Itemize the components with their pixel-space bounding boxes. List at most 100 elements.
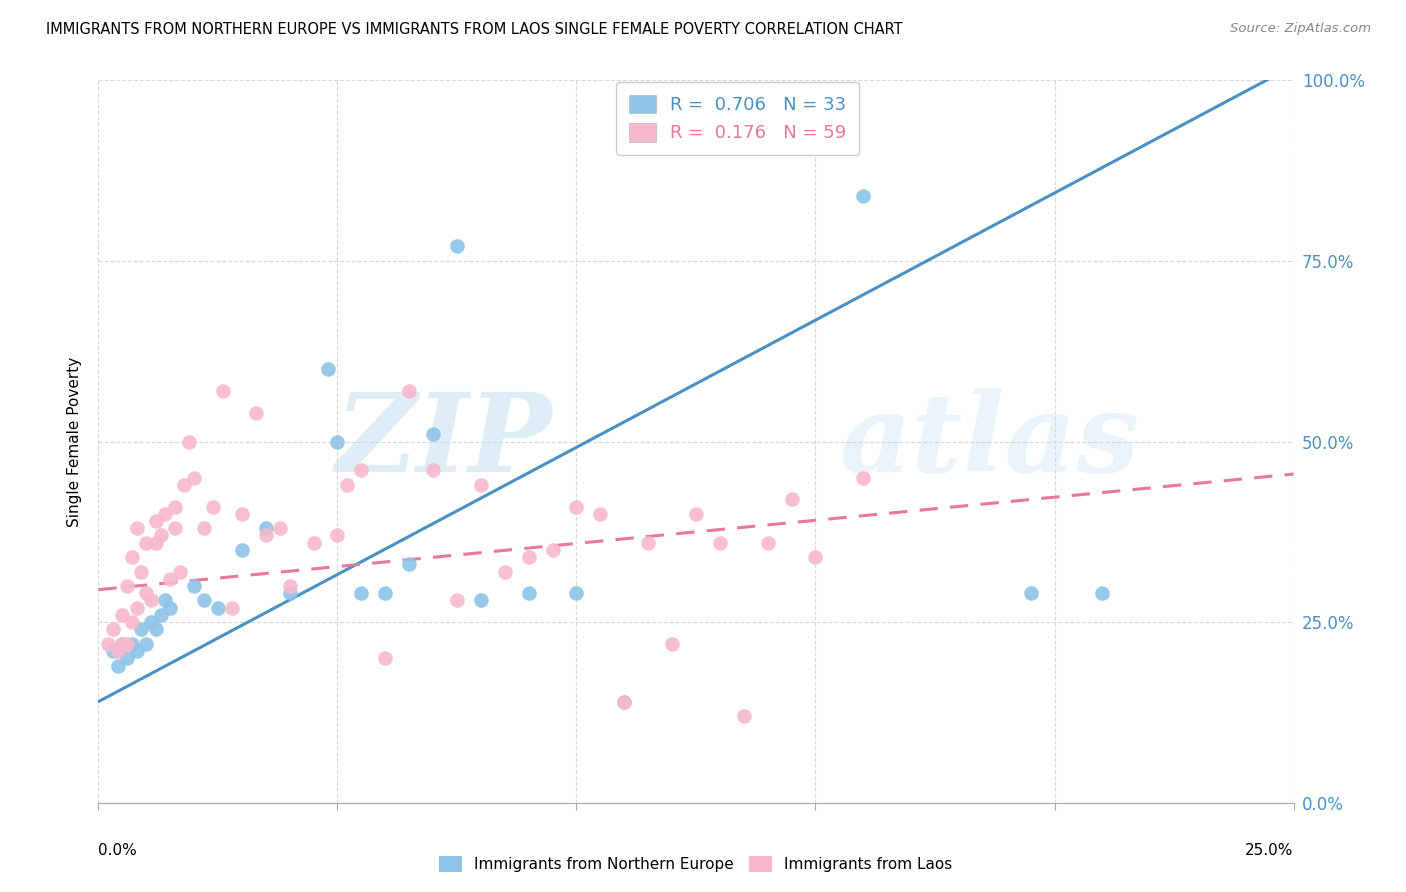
Point (125, 644, 148, 658)
Point (145, 514, 167, 528)
Point (131, 565, 153, 579)
Point (446, 239, 468, 253)
Point (101, 644, 124, 658)
Point (374, 586, 396, 600)
Point (97, 637, 120, 651)
Point (101, 623, 124, 637)
Point (852, 470, 875, 484)
Point (145, 623, 167, 637)
Point (517, 586, 540, 600)
Text: IMMIGRANTS FROM NORTHERN EUROPE VS IMMIGRANTS FROM LAOS SINGLE FEMALE POVERTY CO: IMMIGRANTS FROM NORTHERN EUROPE VS IMMIG… (46, 22, 903, 37)
Point (316, 362, 339, 376)
Point (231, 507, 253, 521)
Point (350, 463, 373, 477)
Point (135, 637, 157, 651)
Point (254, 521, 277, 535)
Point (804, 550, 827, 565)
Point (121, 637, 143, 651)
Point (135, 586, 157, 600)
Point (245, 406, 267, 420)
Point (179, 434, 201, 449)
Point (121, 550, 143, 565)
Point (613, 695, 636, 709)
Point (398, 384, 420, 398)
Point (149, 607, 172, 622)
Point (269, 521, 291, 535)
Point (159, 572, 181, 586)
Text: Source: ZipAtlas.com: Source: ZipAtlas.com (1230, 22, 1371, 36)
Point (637, 535, 659, 549)
Point (1091, 586, 1114, 600)
Point (565, 500, 588, 514)
Point (780, 492, 803, 507)
Point (111, 607, 134, 622)
Point (193, 521, 215, 535)
Point (125, 600, 148, 615)
Point (221, 600, 243, 615)
Text: ZIP: ZIP (336, 388, 553, 495)
Point (613, 695, 636, 709)
Point (254, 528, 277, 542)
Text: atlas: atlas (839, 388, 1140, 495)
Point (202, 500, 225, 514)
Point (183, 470, 205, 484)
Point (685, 507, 707, 521)
Point (709, 535, 731, 549)
Point (302, 535, 325, 549)
Point (733, 709, 755, 723)
Point (446, 593, 468, 607)
Point (231, 542, 253, 557)
Point (211, 384, 233, 398)
Point (398, 558, 420, 572)
Point (470, 593, 492, 607)
Point (589, 507, 612, 521)
Point (159, 600, 181, 615)
Point (155, 593, 177, 607)
Point (139, 593, 162, 607)
Point (565, 586, 588, 600)
Point (163, 521, 186, 535)
Point (756, 535, 779, 549)
Point (374, 651, 396, 665)
Point (661, 637, 683, 651)
Point (278, 579, 301, 593)
Point (155, 507, 177, 521)
Point (326, 528, 349, 542)
Point (131, 623, 153, 637)
Point (107, 658, 129, 673)
Point (183, 579, 205, 593)
Point (163, 500, 186, 514)
Point (852, 189, 875, 203)
Point (111, 637, 134, 651)
Point (115, 651, 138, 665)
Point (207, 600, 229, 615)
Point (115, 579, 138, 593)
Point (173, 478, 195, 492)
Point (193, 593, 215, 607)
Point (145, 535, 167, 549)
Point (107, 644, 129, 658)
Point (115, 637, 138, 651)
Point (494, 565, 516, 579)
Text: 0.0%: 0.0% (98, 843, 138, 857)
Text: 25.0%: 25.0% (1246, 843, 1294, 857)
Point (422, 427, 444, 442)
Point (121, 615, 143, 630)
Point (517, 550, 540, 565)
Point (422, 463, 444, 477)
Point (278, 586, 301, 600)
Point (139, 615, 162, 630)
Point (350, 586, 373, 600)
Point (111, 637, 134, 651)
Legend: Immigrants from Northern Europe, Immigrants from Laos: Immigrants from Northern Europe, Immigra… (433, 850, 959, 879)
Point (135, 535, 157, 549)
Point (326, 434, 349, 449)
Point (541, 542, 564, 557)
Y-axis label: Single Female Poverty: Single Female Poverty (67, 357, 83, 526)
Point (169, 565, 191, 579)
Point (1019, 586, 1042, 600)
Point (470, 478, 492, 492)
Point (125, 521, 148, 535)
Point (336, 478, 359, 492)
Point (149, 528, 172, 542)
